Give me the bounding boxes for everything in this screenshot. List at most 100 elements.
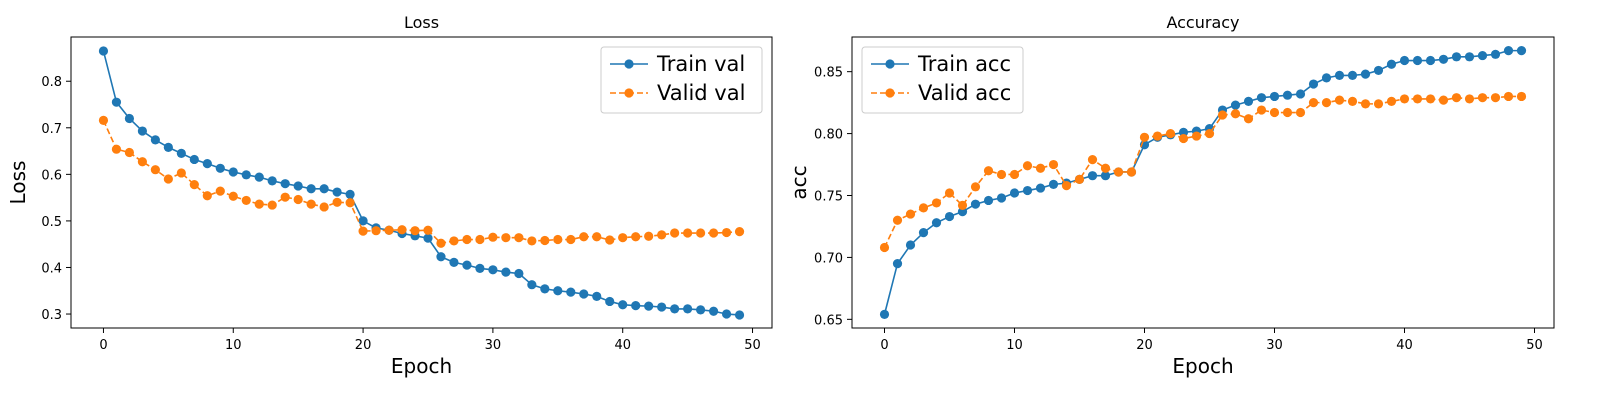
data-point (1126, 167, 1137, 177)
data-point (1399, 94, 1410, 104)
data-point (1490, 49, 1501, 59)
data-point (1074, 174, 1085, 185)
data-point (721, 227, 732, 238)
data-point (905, 240, 916, 250)
data-point (306, 199, 316, 209)
data-point (1152, 131, 1163, 141)
y-tick-label: 0.80 (814, 128, 843, 143)
data-point (280, 179, 290, 189)
data-point (267, 176, 277, 186)
y-tick-label: 0.5 (41, 215, 62, 230)
data-point (553, 286, 563, 296)
data-point (1412, 94, 1423, 104)
data-point (163, 142, 173, 152)
x-axis-label: Epoch (1172, 354, 1233, 378)
legend: Train val Valid val (600, 46, 763, 114)
data-point (1516, 91, 1527, 102)
data-point (111, 97, 122, 107)
data-point (905, 209, 916, 219)
x-tick-label: 40 (1396, 338, 1413, 353)
data-point (566, 287, 576, 297)
data-point (579, 289, 589, 299)
x-tick-label: 50 (1526, 338, 1543, 353)
data-point (332, 197, 342, 207)
data-point (1269, 107, 1280, 118)
data-point (449, 236, 459, 246)
data-point (1230, 109, 1241, 119)
data-point (618, 233, 628, 243)
y-tick-label: 0.3 (41, 308, 62, 323)
y-tick-label: 0.75 (814, 190, 843, 205)
data-point (1243, 96, 1254, 106)
data-point (1451, 93, 1462, 103)
data-point (488, 232, 498, 242)
x-tick-label: 40 (614, 338, 631, 353)
data-point (1100, 171, 1111, 181)
data-point (892, 259, 903, 269)
series-0 (98, 46, 745, 320)
data-point (696, 228, 706, 238)
data-point (176, 148, 186, 158)
data-point (592, 291, 602, 301)
data-point (449, 257, 459, 267)
data-point (163, 174, 173, 184)
data-point (345, 189, 355, 199)
data-point (241, 170, 251, 180)
data-point (1113, 167, 1124, 177)
data-point (1022, 185, 1033, 196)
data-point (98, 115, 109, 125)
data-point (1295, 107, 1306, 118)
data-point (436, 252, 446, 262)
y-tick-label: 0.85 (814, 66, 843, 81)
data-point (176, 168, 186, 178)
data-point (553, 234, 563, 245)
data-point (1386, 59, 1397, 69)
x-tick-label: 50 (744, 338, 761, 353)
data-point (462, 234, 472, 245)
data-point (1061, 180, 1072, 191)
data-point (1191, 131, 1202, 141)
data-point (267, 200, 277, 210)
data-point (1295, 89, 1306, 99)
data-point (970, 182, 981, 192)
data-point (501, 233, 511, 243)
data-point (944, 211, 955, 222)
data-point (202, 159, 212, 169)
data-point (957, 200, 968, 211)
data-point (1503, 46, 1514, 56)
legend-marker (624, 88, 634, 98)
data-point (970, 199, 981, 209)
data-point (189, 179, 199, 190)
data-point (228, 167, 238, 177)
x-tick-label: 10 (1006, 338, 1023, 353)
y-axis-label: Loss (6, 161, 30, 205)
data-point (1451, 52, 1462, 62)
data-point (332, 187, 342, 197)
data-point (410, 226, 420, 236)
data-point (215, 163, 225, 173)
data-point (631, 232, 641, 242)
plot-frame (70, 36, 773, 329)
data-point (1282, 90, 1293, 100)
data-point (892, 215, 903, 225)
data-point (150, 165, 160, 175)
series-1 (98, 115, 745, 248)
data-point (1464, 52, 1475, 62)
data-point (293, 194, 303, 205)
data-point (1217, 110, 1228, 120)
data-point (475, 234, 485, 245)
data-point (1022, 161, 1033, 171)
data-point (228, 191, 238, 201)
data-point (215, 186, 225, 196)
data-point (657, 230, 667, 240)
data-point (358, 216, 368, 226)
data-point (1165, 128, 1176, 139)
data-point (644, 231, 654, 241)
data-point (423, 225, 433, 235)
data-point (734, 227, 745, 237)
data-point (1308, 79, 1319, 89)
data-point (1360, 69, 1371, 79)
x-tick-label: 20 (1136, 338, 1153, 353)
data-point (1490, 93, 1501, 103)
